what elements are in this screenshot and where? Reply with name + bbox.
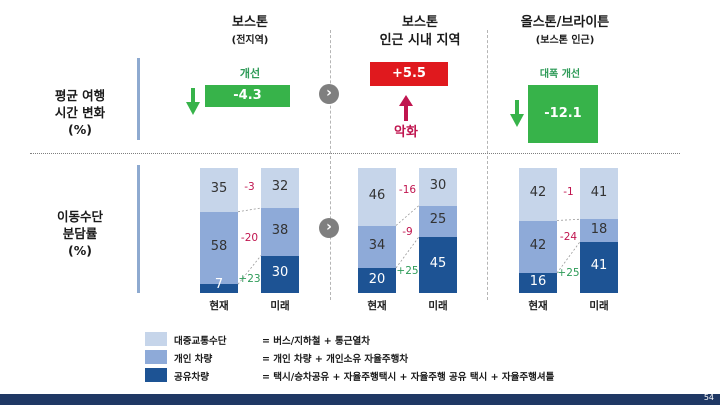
bar-segment (261, 255, 299, 293)
bar-segment (580, 219, 618, 242)
bar-value-label: 41 (590, 184, 608, 200)
chevron-right-icon: › (326, 85, 332, 101)
category-label: 미래 (428, 300, 448, 312)
column-subtitle: (전지역) (231, 35, 269, 46)
category-label: 현재 (209, 300, 229, 312)
legend-desc-private: = 개인 차량 + 개인소유 자율주행차 (262, 354, 409, 365)
change-tag-1: 개선 (239, 67, 261, 80)
bar-segment (358, 168, 396, 226)
bar-segment (580, 168, 618, 220)
bar-value-label: 25 (429, 212, 447, 228)
column-subtitle: (보스톤 인근) (535, 35, 595, 46)
change-tag-2: 악화 (394, 125, 418, 140)
bar-segment (261, 208, 299, 256)
category-label: 미래 (270, 300, 290, 312)
row-label-mode-share: 이동수단 분담률 (%) (56, 209, 103, 258)
next-arrow-circle-2: › (319, 218, 339, 238)
change-label: -9 (402, 225, 413, 238)
bar-value-label: 16 (529, 274, 547, 289)
change-label: -20 (240, 231, 259, 244)
change-label: -1 (563, 185, 574, 198)
arrow-down-icon (186, 88, 200, 115)
row-accent-bar-bottom (137, 165, 140, 293)
bar-segment (419, 236, 457, 293)
column-header-1: 보스톤 (전지역) (180, 14, 320, 50)
column-divider-1 (330, 30, 331, 300)
bar-segment (580, 241, 618, 293)
column-header-3: 올스톤/브라이튼 (보스톤 인근) (490, 14, 640, 50)
change-bar-3 (528, 85, 598, 143)
change-value-3: -12.1 (544, 106, 582, 121)
change-label: +23 (238, 273, 261, 286)
bar-segment (419, 168, 457, 206)
bar-segment (519, 220, 557, 273)
bar-segment (261, 168, 299, 208)
change-label: +25 (396, 264, 419, 277)
category-label: 현재 (528, 300, 548, 312)
connector-line (237, 207, 262, 213)
change-bar-1 (205, 85, 290, 107)
bar-segment (519, 273, 557, 293)
legend-name-transit: 대중교통수단 (174, 336, 227, 347)
bar-value-label: 18 (590, 221, 608, 237)
bar-value-label: 7 (214, 277, 224, 292)
legend-swatch-private (145, 350, 167, 364)
bar-segment (358, 268, 396, 293)
column-title: 보스톤 (402, 15, 438, 30)
arrow-up-icon (399, 95, 413, 121)
bar-value-label: 58 (210, 239, 228, 254)
column-divider-2 (487, 30, 488, 300)
bar-value-label: 45 (429, 255, 447, 271)
bar-value-label: 32 (271, 179, 289, 194)
bar-value-label: 20 (368, 271, 386, 287)
bar-value-label: 46 (368, 187, 386, 203)
change-value-1: -4.3 (233, 88, 262, 103)
legend-swatch-transit (145, 332, 167, 346)
legend-name-private: 개인 차량 (174, 354, 213, 365)
bar-segment (200, 211, 238, 285)
bar-value-label: 38 (271, 222, 289, 238)
change-label: -3 (244, 180, 255, 193)
legend-desc-shared: = 택시/승차공유 + 자율주행택시 + 자율주행 공유 택시 + 자율주행셔틀 (262, 372, 555, 383)
legend-desc-transit: = 버스/지하철 + 통근열차 (262, 336, 370, 347)
bar-value-label: 41 (590, 258, 608, 274)
bar-segment (419, 205, 457, 237)
bar-value-label: 34 (368, 237, 386, 253)
page-number: 54 (703, 393, 714, 402)
column-subtitle: 인근 시내 지역 (379, 33, 461, 48)
bar-segment (358, 225, 396, 268)
change-label: -16 (398, 183, 417, 196)
legend-name-shared: 공유차량 (174, 372, 209, 383)
connector-line (395, 205, 420, 226)
next-arrow-circle-1: › (319, 84, 339, 104)
bar-value-label: 30 (429, 177, 447, 193)
bar-value-label: 30 (271, 265, 289, 281)
bar-value-label: 42 (529, 237, 547, 253)
bar-value-label: 35 (210, 180, 228, 196)
chevron-right-icon: › (326, 219, 332, 235)
change-bar-2 (370, 62, 448, 86)
arrow-down-icon (510, 100, 524, 127)
row-label-travel-time: 평균 여행 시간 변화 (%) (54, 88, 106, 137)
footer-bar (0, 394, 720, 405)
column-header-2: 보스톤 인근 시내 지역 (340, 14, 500, 50)
connector-line (556, 218, 581, 221)
legend-swatch-shared (145, 368, 167, 382)
change-label: -24 (559, 230, 578, 243)
row-accent-bar-top (137, 58, 140, 140)
column-title: 보스톤 (232, 15, 268, 30)
bar-segment (519, 168, 557, 221)
category-label: 미래 (589, 300, 609, 312)
bar-segment (200, 284, 238, 293)
bar-segment (200, 168, 238, 212)
change-value-2: +5.5 (392, 66, 426, 81)
row-divider (30, 153, 680, 154)
change-label: +25 (557, 267, 580, 280)
change-tag-3: 대폭 개선 (539, 69, 581, 80)
column-title: 올스톤/브라이튼 (520, 15, 610, 30)
category-label: 현재 (367, 300, 387, 312)
connector-line (395, 236, 420, 269)
bar-value-label: 42 (529, 185, 547, 201)
